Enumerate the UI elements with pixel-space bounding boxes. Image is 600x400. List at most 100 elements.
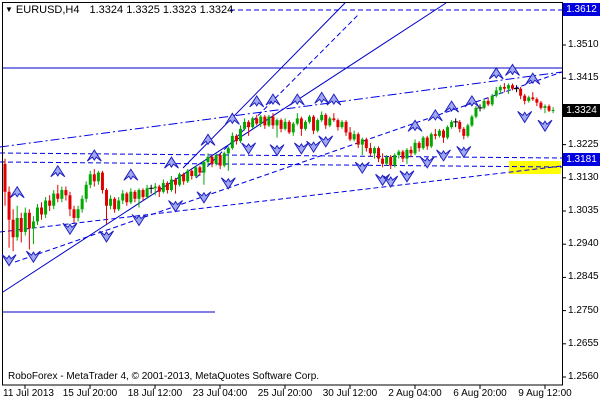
trendline-rising-support-shallow[interactable] (0, 165, 563, 233)
candle-body (417, 142, 421, 149)
time-tick-label: 9 Aug 12:00 (518, 388, 572, 399)
trendline-rising-support-steep[interactable] (14, 71, 563, 263)
trendline-support-band-upper[interactable] (0, 152, 563, 159)
fractal-up-icon (444, 100, 460, 113)
candle-body (3, 163, 7, 192)
fractal-down-icon (25, 250, 41, 264)
candle-body (137, 190, 141, 199)
time-tick-label: 2 Aug 04:00 (388, 388, 442, 399)
candle-body (527, 97, 531, 101)
fractal-up-icon (9, 185, 25, 199)
candle-body (437, 130, 441, 136)
candle-body (60, 190, 64, 199)
candle-body (523, 95, 527, 101)
candle-body (519, 88, 523, 96)
candle-body (214, 155, 218, 164)
candle-body (466, 125, 470, 136)
candle-body (247, 121, 251, 128)
fractal-up-icon (289, 93, 305, 106)
time-tick-label: 30 Jul 12:00 (322, 388, 378, 399)
symbol-dropdown-icon[interactable]: ▼ (5, 5, 13, 14)
candle-body (486, 100, 490, 105)
fractal-down-icon (456, 145, 472, 159)
fractal-up-icon (200, 133, 216, 146)
candle-body (421, 137, 425, 149)
fractal-down-icon (196, 191, 212, 204)
trendline-rising-wedge-upper[interactable] (0, 71, 563, 148)
fractal-down-icon (293, 142, 309, 155)
candle-body (44, 200, 48, 215)
time-tick-label: 6 Aug 20:00 (453, 388, 507, 399)
candle-body (433, 134, 437, 136)
candle-body (52, 193, 56, 206)
candle-body (218, 155, 222, 166)
candle-body (11, 219, 15, 238)
time-tick-label: 25 Jul 20:00 (257, 388, 313, 399)
candle-body (157, 186, 161, 192)
candle-body (31, 221, 35, 229)
fractal-down-icon (354, 161, 370, 175)
fractal-up-icon (123, 168, 139, 181)
fractal-down-icon (1, 254, 17, 267)
candle-body (7, 191, 11, 220)
candle-body (88, 174, 92, 185)
fractal-down-icon (399, 170, 415, 183)
price-tick-label: 1.3225 (568, 138, 599, 150)
candle-body (35, 207, 39, 222)
candle-body (15, 217, 19, 238)
fractal-down-icon (537, 119, 553, 133)
candle-body (551, 110, 555, 112)
trendline-steep-channel-parallel[interactable] (195, 14, 359, 179)
candle-body (450, 121, 454, 128)
candle-body (145, 188, 149, 198)
candle-body (105, 190, 108, 206)
fractal-up-icon (525, 72, 541, 85)
candle-body (332, 118, 336, 121)
candle-body (263, 116, 267, 126)
trendline-main-uptrend-line[interactable] (2, 2, 447, 293)
candle-body (364, 139, 368, 149)
fractal-up-icon (86, 149, 102, 162)
candle-body (535, 99, 539, 103)
time-tick-label: 18 Jul 12:00 (127, 388, 183, 399)
trendline-support-band-lower[interactable] (0, 161, 563, 168)
chart-title: ▼ EURUSD,H4 1.3324 1.3325 1.3323 1.3324 (5, 3, 233, 17)
candle-body (279, 120, 283, 129)
candle-body (275, 120, 279, 126)
candle-body (405, 149, 409, 159)
candle-body (109, 198, 113, 206)
candle-body (255, 118, 259, 124)
candle-body (113, 198, 117, 210)
fractal-down-icon (220, 177, 236, 190)
time-tick-label: 23 Jul 04:00 (192, 388, 248, 399)
current-price-label-1.3324: 1.3324 (563, 103, 600, 117)
candle-body (210, 156, 214, 164)
price-tick-label: 1.2750 (568, 304, 599, 316)
candle-body (96, 172, 100, 182)
candle-body (251, 118, 255, 128)
candle-body (372, 148, 376, 154)
fractal-up-icon (427, 108, 443, 122)
candle-body (470, 116, 474, 126)
price-tick-label: 1.2560 (568, 370, 599, 382)
candle-body (490, 95, 494, 105)
time-tick-label: 15 Jul 20:00 (62, 388, 118, 399)
fractal-down-icon (131, 214, 147, 227)
candle-body (27, 212, 31, 229)
candle-body (287, 121, 291, 133)
candle-body (291, 123, 295, 133)
candle-body (92, 174, 96, 182)
fractal-down-icon (241, 142, 257, 155)
candle-body (348, 132, 352, 140)
candle-body (531, 97, 535, 100)
target-price-label-1.3612: 1.3612 (563, 2, 600, 16)
candle-body (295, 118, 299, 124)
candle-body (283, 121, 287, 129)
candle-body (356, 134, 360, 145)
candle-body (324, 114, 328, 126)
candle-body (409, 149, 413, 154)
fractal-down-icon (99, 230, 114, 243)
chart-symbol-period: EURUSD,H4 (15, 4, 80, 16)
candle-body (125, 193, 129, 203)
